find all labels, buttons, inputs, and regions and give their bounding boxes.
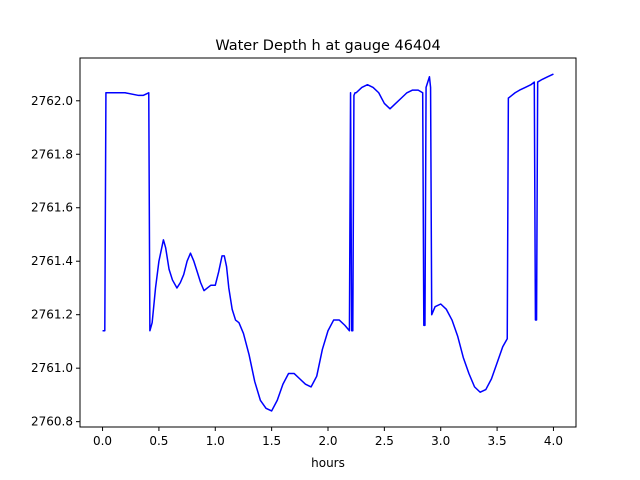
x-tick-label: 1.0 <box>206 434 225 448</box>
x-tick-label: 2.0 <box>318 434 337 448</box>
y-tick-label: 2761.4 <box>31 254 73 268</box>
y-tick-label: 2761.0 <box>31 361 73 375</box>
x-axis: 0.0 0.5 1.0 1.5 2.0 2.5 3.0 3.5 4.0 <box>93 427 563 448</box>
x-tick-label: 4.0 <box>544 434 563 448</box>
y-tick-label: 2761.2 <box>31 308 73 322</box>
x-axis-label: hours <box>311 456 345 470</box>
y-axis: 2760.8 2761.0 2761.2 2761.4 2761.6 2761.8 2762… <box>31 94 80 429</box>
x-tick-label: 0.0 <box>93 434 112 448</box>
plot-area <box>102 73 554 412</box>
plot-frame <box>79 57 577 428</box>
x-tick-label: 3.0 <box>431 434 450 448</box>
y-tick-label: 2760.8 <box>31 415 73 429</box>
x-tick-label: 2.5 <box>375 434 394 448</box>
x-tick-label: 0.5 <box>149 434 168 448</box>
y-tick-label: 2762.0 <box>31 94 73 108</box>
x-tick-label: 1.5 <box>262 434 281 448</box>
x-tick-label: 3.5 <box>488 434 507 448</box>
series-line <box>102 73 554 412</box>
chart-title: Water Depth h at gauge 46404 <box>215 38 440 54</box>
y-tick-label: 2761.8 <box>31 147 73 161</box>
y-tick-label: 2761.6 <box>31 201 73 215</box>
